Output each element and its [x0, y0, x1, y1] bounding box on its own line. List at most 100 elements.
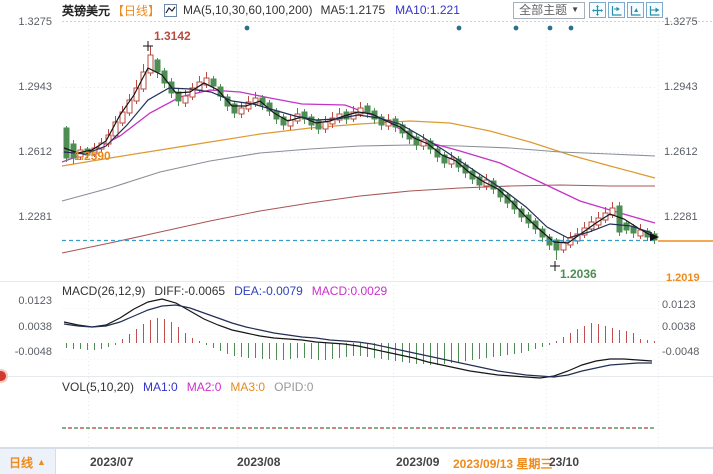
- candle: [623, 222, 630, 231]
- macd-axis-label-left: -0.0048: [14, 346, 52, 358]
- period-selector[interactable]: 日线 ▲: [0, 449, 56, 474]
- move-crosshair-icon[interactable]: [589, 2, 606, 18]
- macd-diff-value: DIFF:-0.0065: [154, 284, 226, 298]
- candle: [182, 95, 189, 104]
- y-axis-label-left: 1.2612: [18, 146, 52, 158]
- candle: [161, 70, 168, 84]
- ma100-line: [61, 184, 655, 254]
- macd-diff-line: [63, 298, 653, 379]
- candle: [616, 205, 623, 233]
- ma5-value: MA5:1.2175: [320, 3, 386, 17]
- high-price-tag: 1.3142: [154, 29, 191, 43]
- macd-dea-value: DEA:-0.0079: [234, 284, 303, 298]
- candle: [147, 54, 154, 74]
- event-dot: [513, 25, 519, 31]
- candle: [553, 239, 560, 251]
- candle: [252, 97, 259, 105]
- candle: [175, 91, 182, 102]
- macd-macd-value: MACD:0.0029: [311, 284, 388, 298]
- candle: [154, 59, 161, 73]
- time-label: 2023/08: [237, 455, 281, 469]
- candle: [315, 120, 322, 130]
- macd-axis-label-right: 0.0038: [662, 321, 696, 333]
- vol-title: VOL(5,10,20): [62, 380, 135, 394]
- time-axis-bar: 日线 ▲ 2023/07 2023/08 2023/09 2023/09/13 星期三…: [0, 448, 713, 474]
- y-axis-label-right: 1.2281: [664, 211, 698, 223]
- time-label: 23/10: [549, 455, 580, 469]
- ma-indicator-label: MA(5,10,30,60,100,200): [183, 3, 313, 17]
- macd-axis-label-right: -0.0048: [662, 346, 700, 358]
- vol-ma3-value: MA3:0: [230, 380, 266, 394]
- candle: [63, 127, 70, 159]
- candle: [126, 99, 133, 114]
- macd-title: MACD(26,12,9): [62, 284, 146, 298]
- ma10-line: [63, 87, 653, 239]
- chart-header: 英镑美元 【日线】 MA(5,10,30,60,100,200) MA5:1.21…: [0, 0, 713, 20]
- time-label: 2023/09: [396, 455, 440, 469]
- event-dot: [244, 25, 250, 31]
- candle: [441, 154, 448, 164]
- candle: [504, 194, 511, 204]
- event-dot: [456, 25, 462, 31]
- vol-ma1-value: MA1:0: [143, 380, 178, 394]
- candle: [448, 157, 455, 165]
- ma200-line: [61, 120, 656, 179]
- candle: [413, 136, 420, 146]
- candle: [539, 228, 546, 238]
- macd-header: MACD(26,12,9) DIFF:-0.0065 DEA:-0.0079 MACD…: [62, 284, 396, 298]
- candle: [378, 116, 385, 126]
- candle: [231, 103, 238, 114]
- candle: [427, 140, 434, 150]
- ma10-value: MA10:1.221: [395, 3, 460, 17]
- candle: [301, 111, 308, 120]
- ma5-line: [63, 67, 653, 244]
- scale-x-axis-icon[interactable]: [608, 2, 625, 18]
- scale-y-axis-icon[interactable]: [627, 2, 644, 18]
- ma60-line: [61, 144, 656, 202]
- period-tag: 【日线】: [112, 3, 161, 18]
- theme-dropdown-label: 全部主题: [519, 3, 568, 17]
- y-axis-label-left: 1.3275: [18, 16, 52, 28]
- symbol-name: 英镑美元: [62, 3, 111, 18]
- macd-axis-label-right: 0.0123: [662, 299, 696, 311]
- candle: [280, 116, 287, 126]
- event-dot: [547, 25, 553, 31]
- candle: [238, 107, 245, 115]
- ma30-line: [61, 89, 656, 224]
- period-selector-label: 日线: [9, 455, 34, 470]
- macd-axis-label-left: 0.0038: [18, 321, 52, 333]
- macd-dea-line: [63, 304, 652, 378]
- up-triangle-icon: ▲: [37, 457, 46, 467]
- chevron-down-icon: ▼: [571, 5, 579, 14]
- candle: [532, 220, 539, 230]
- line-chart-icon: [164, 3, 178, 17]
- y-axis-label-right: 1.3275: [664, 16, 698, 28]
- macd-axis-label-left: 0.0123: [18, 295, 52, 307]
- y-axis-label-left: 1.2943: [18, 81, 52, 93]
- candle: [210, 78, 217, 87]
- low-price-tag: 1.2036: [560, 267, 597, 281]
- candle: [203, 77, 210, 86]
- vol-ma2-value: MA2:0: [186, 380, 222, 394]
- y-axis-label-right: 1.2612: [664, 146, 698, 158]
- y-axis-label-right: 1.2943: [664, 81, 698, 93]
- ma-level-tag: 1.2590: [74, 149, 111, 163]
- alarm-badge-icon[interactable]: [0, 369, 8, 383]
- ma-end-marker: [650, 233, 659, 241]
- candle: [357, 107, 364, 115]
- vol-opid-value: OPID:0: [274, 380, 314, 394]
- candle: [560, 241, 567, 251]
- candle: [364, 105, 371, 114]
- time-label: 2023/07: [90, 455, 134, 469]
- candle: [322, 121, 329, 130]
- theme-dropdown[interactable]: 全部主题 ▼: [513, 1, 585, 19]
- last-price-label: 1.2019: [666, 272, 700, 284]
- y-axis-label-left: 1.2281: [18, 211, 52, 223]
- shift-right-icon[interactable]: [646, 2, 663, 18]
- chart-toolbar: [589, 2, 663, 18]
- vol-header: VOL(5,10,20) MA1:0 MA2:0 MA3:0 OPID:0: [62, 380, 322, 394]
- time-label-selected-date: 2023/09/13 星期三: [453, 457, 553, 471]
- event-dot: [568, 25, 574, 31]
